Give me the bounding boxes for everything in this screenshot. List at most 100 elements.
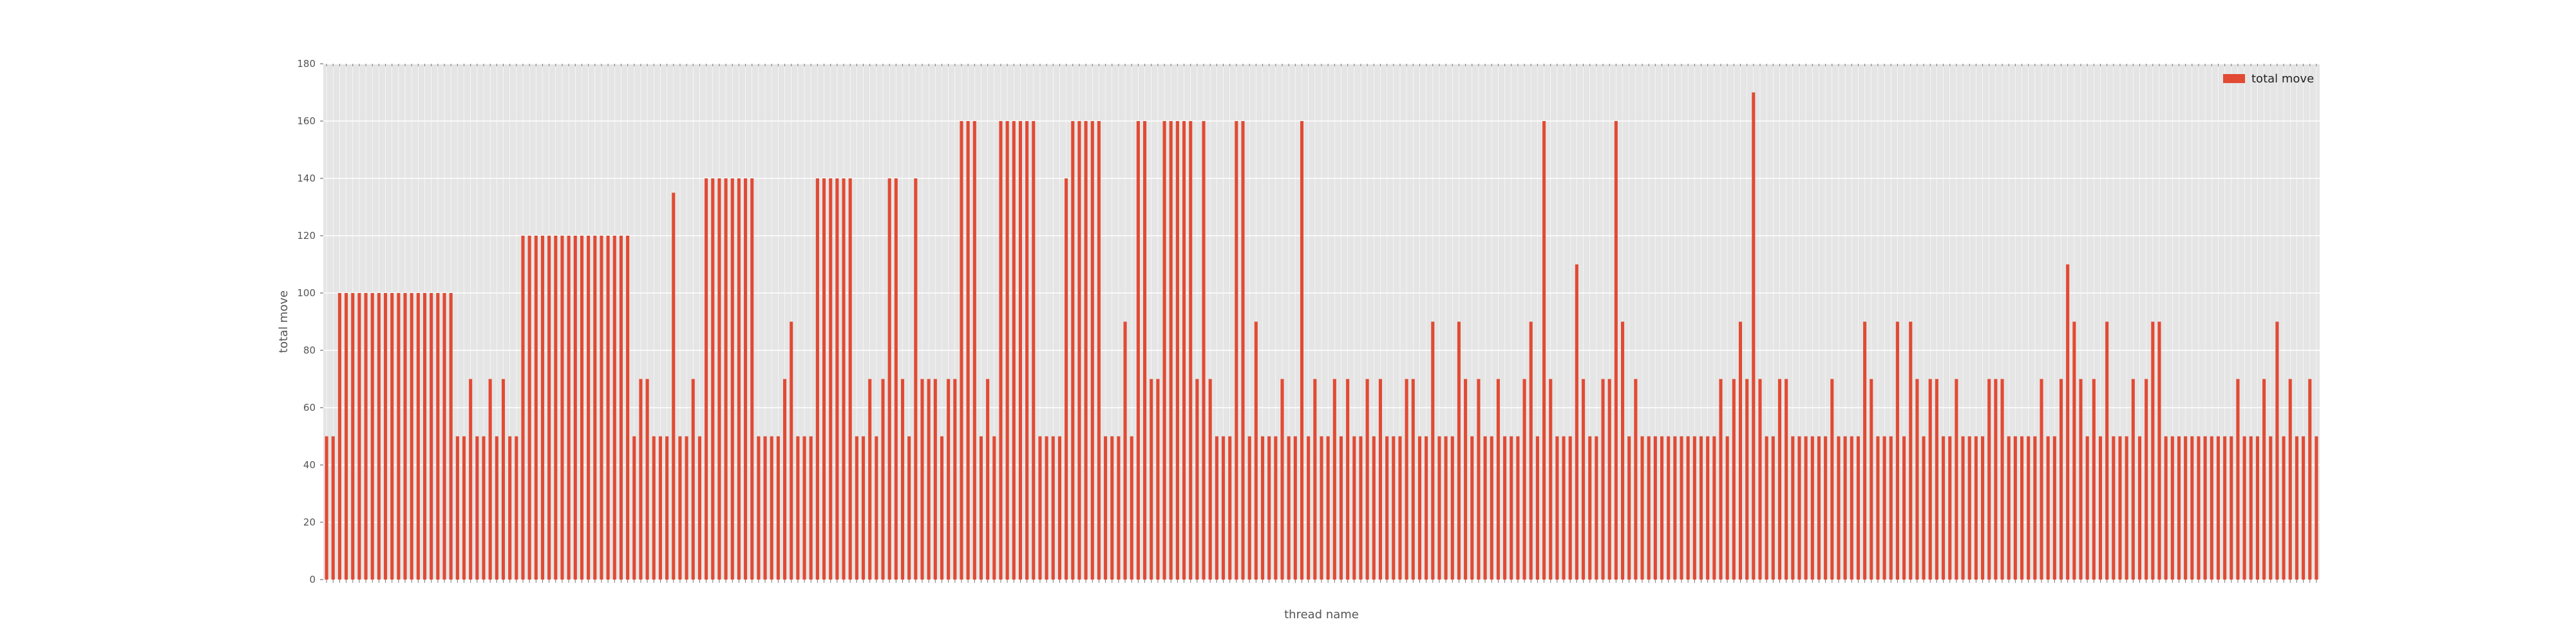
- bar: [1097, 121, 1101, 580]
- bar: [1320, 436, 1323, 580]
- bar: [1777, 379, 1782, 580]
- bar: [1169, 121, 1173, 580]
- bar: [2216, 436, 2220, 580]
- bar: [1332, 379, 1336, 580]
- y-tick-label: 160: [297, 115, 316, 127]
- bar: [606, 236, 610, 580]
- bar: [2288, 379, 2292, 580]
- bar: [1228, 436, 1232, 580]
- bar: [2085, 436, 2089, 580]
- y-tick-label: 60: [303, 402, 316, 413]
- bar: [1843, 436, 1847, 580]
- y-tick-label: 100: [297, 287, 316, 299]
- bar: [1156, 379, 1160, 580]
- bar: [1955, 379, 1958, 580]
- bar: [1123, 321, 1127, 580]
- bar: [1797, 436, 1801, 580]
- y-tick-label: 40: [303, 459, 316, 471]
- bar: [1038, 436, 1042, 580]
- bar: [1208, 379, 1212, 580]
- bar: [1627, 436, 1631, 580]
- bar: [1175, 121, 1179, 580]
- bar: [534, 236, 538, 580]
- bar: [1411, 379, 1415, 580]
- bar: [632, 436, 636, 580]
- bar: [580, 236, 584, 580]
- bar: [2112, 436, 2116, 580]
- bar: [2230, 436, 2233, 580]
- bar: [802, 436, 806, 580]
- y-tick-label: 180: [297, 58, 316, 70]
- bar: [711, 178, 715, 580]
- bar: [966, 121, 970, 580]
- bar: [1417, 436, 1421, 580]
- bar: [1837, 436, 1841, 580]
- bar: [1824, 436, 1828, 580]
- bar: [861, 436, 866, 580]
- bar: [2302, 436, 2306, 580]
- bar: [1889, 436, 1893, 580]
- bar: [1431, 321, 1435, 580]
- bar: [2184, 436, 2188, 580]
- bar: [1202, 121, 1206, 580]
- bar: [1392, 436, 1396, 580]
- bar: [449, 293, 453, 580]
- bar: [645, 379, 649, 580]
- bar: [933, 379, 937, 580]
- bar: [790, 321, 793, 580]
- bar: [2242, 436, 2246, 580]
- bar: [1810, 436, 1814, 580]
- bar: [2040, 379, 2043, 580]
- bar: [1150, 379, 1153, 580]
- bar: [1018, 121, 1022, 580]
- bar: [1738, 321, 1743, 580]
- bar: [1378, 379, 1383, 580]
- bar: [1247, 436, 1251, 580]
- bar: [947, 379, 951, 580]
- bar: [2046, 436, 2050, 580]
- bar: [1928, 379, 1932, 580]
- bar-series-total-move: [325, 92, 2318, 580]
- bar: [763, 436, 767, 580]
- bar: [815, 178, 819, 580]
- bar: [2269, 436, 2273, 580]
- bar: [1909, 321, 1913, 580]
- bar: [1870, 379, 1873, 580]
- bar: [829, 178, 833, 580]
- bar: [2007, 436, 2011, 580]
- bar: [1667, 436, 1671, 580]
- bar: [1673, 436, 1677, 580]
- bar: [1830, 379, 1834, 580]
- y-axis-label: total move: [277, 290, 290, 353]
- bar: [1856, 436, 1860, 580]
- bar: [501, 379, 506, 580]
- bar: [1065, 178, 1068, 580]
- bar: [1882, 436, 1886, 580]
- bar: [1712, 436, 1716, 580]
- bar: [1490, 436, 1493, 580]
- bar: [1032, 121, 1036, 580]
- bar: [1555, 436, 1559, 580]
- bar: [1503, 436, 1507, 580]
- bar: [1595, 436, 1598, 580]
- bar: [1549, 379, 1553, 580]
- y-tick-label: 140: [297, 173, 316, 184]
- y-tick-label: 0: [309, 574, 316, 585]
- bar: [475, 436, 479, 580]
- bar: [1339, 436, 1343, 580]
- bar: [337, 293, 341, 580]
- bar: [1162, 121, 1166, 580]
- bar: [2059, 379, 2063, 580]
- bar: [868, 379, 872, 580]
- bar: [730, 178, 734, 580]
- bar: [691, 379, 695, 580]
- bar: [1450, 436, 1454, 580]
- bar: [1136, 121, 1140, 580]
- bar: [345, 293, 348, 580]
- bar: [1771, 436, 1775, 580]
- bar: [508, 436, 512, 580]
- bar: [2027, 436, 2031, 580]
- bar: [770, 436, 773, 580]
- bar: [377, 293, 381, 580]
- bar: [1352, 436, 1356, 580]
